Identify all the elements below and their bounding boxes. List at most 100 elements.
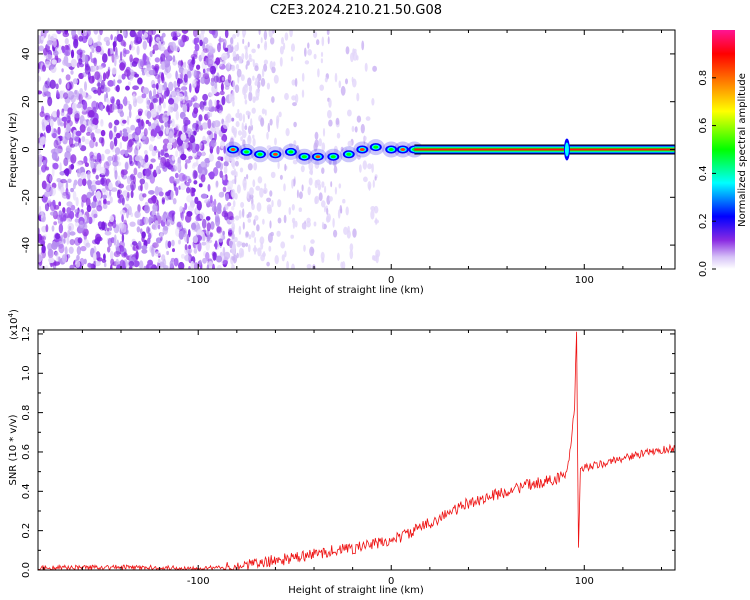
noise-blob — [321, 142, 326, 152]
noise-blob — [263, 59, 268, 65]
noise-blob — [154, 125, 161, 133]
noise-blob — [157, 224, 161, 230]
noise-blob — [152, 98, 159, 103]
noise-blob — [84, 81, 87, 92]
noise-blob — [230, 170, 236, 176]
noise-blob — [69, 264, 75, 269]
noise-blob — [306, 264, 312, 269]
snr-x-label: Height of straight line (km) — [288, 585, 424, 596]
noise-blob — [65, 188, 69, 196]
noise-blob — [292, 159, 298, 165]
noise-blob — [222, 120, 229, 130]
noise-blob — [160, 72, 165, 82]
noise-blob — [76, 167, 81, 178]
noise-blob — [117, 79, 122, 84]
noise-blob — [144, 204, 150, 214]
noise-blob — [40, 210, 44, 219]
noise-blob — [47, 77, 50, 87]
noise-blob — [112, 221, 117, 229]
noise-blob — [94, 260, 101, 267]
noise-blob — [236, 184, 241, 194]
noise-blob — [248, 111, 251, 116]
noise-blob — [347, 140, 353, 147]
noise-blob — [171, 212, 175, 222]
noise-blob — [194, 37, 200, 43]
noise-blob — [107, 48, 111, 57]
noise-blob — [132, 93, 136, 102]
noise-blob — [138, 260, 144, 269]
noise-blob — [63, 169, 70, 175]
noise-blob — [252, 134, 255, 139]
noise-blob — [343, 226, 348, 235]
noise-blob — [192, 152, 198, 159]
noise-blob — [254, 236, 257, 244]
noise-blob — [38, 75, 42, 82]
noise-blob — [314, 195, 320, 204]
colorbar-tick-label: 0.6 — [698, 118, 709, 134]
noise-blob — [372, 65, 377, 72]
noise-blob — [301, 89, 305, 98]
noise-blob — [272, 61, 276, 67]
noise-blob — [51, 126, 54, 134]
noise-blob — [269, 220, 272, 229]
noise-blob — [117, 189, 121, 199]
noise-blob — [211, 30, 216, 36]
noise-blob — [184, 162, 188, 170]
noise-blob — [367, 181, 372, 190]
noise-blob — [324, 185, 327, 194]
noise-blob — [314, 131, 319, 140]
noise-blob — [160, 236, 163, 241]
noise-blob — [101, 258, 107, 263]
y-tick-label: 0 — [21, 146, 32, 152]
noise-blob — [248, 91, 253, 102]
noise-blob — [237, 109, 240, 114]
noise-blob — [124, 203, 130, 209]
noise-blob — [126, 208, 129, 219]
noise-blob — [144, 154, 149, 163]
noise-blob — [373, 205, 379, 214]
noise-blob — [175, 150, 179, 158]
noise-blob — [76, 254, 80, 261]
noise-blob — [267, 122, 270, 133]
noise-blob — [232, 244, 235, 249]
noise-blob — [122, 119, 127, 124]
noise-blob — [122, 131, 129, 137]
noise-blob — [165, 126, 169, 135]
snr-x-ticks: -100 0 100 — [43, 330, 662, 587]
noise-blob — [340, 146, 344, 152]
noise-blob — [189, 135, 196, 144]
noise-blob — [289, 30, 293, 38]
noise-blob — [219, 170, 223, 178]
noise-blob — [248, 58, 253, 62]
noise-blob — [115, 258, 120, 267]
noise-blob — [202, 68, 206, 74]
noise-blob — [193, 80, 197, 87]
noise-blob — [72, 102, 77, 111]
noise-blob — [155, 83, 159, 90]
noise-blob — [321, 36, 325, 47]
noise-blob — [94, 128, 102, 134]
noise-blob — [40, 36, 45, 41]
noise-blob — [307, 49, 312, 56]
noise-blob — [126, 175, 131, 185]
noise-blob — [288, 207, 292, 215]
noise-blob — [62, 31, 70, 38]
noise-blob — [322, 127, 326, 137]
noise-blob — [371, 255, 376, 261]
noise-blob — [140, 159, 144, 166]
noise-blob — [126, 191, 130, 199]
noise-blob — [102, 203, 108, 209]
noise-blob — [52, 199, 56, 207]
noise-blob — [221, 52, 228, 61]
noise-blob — [188, 155, 193, 160]
noise-blob — [212, 263, 215, 269]
noise-blob — [63, 92, 69, 100]
noise-blob — [328, 196, 333, 202]
noise-blob — [84, 223, 88, 230]
noise-blob — [165, 240, 169, 250]
noise-blob — [151, 209, 156, 216]
noise-blob — [235, 152, 240, 160]
noise-blob — [166, 111, 171, 116]
noise-blob — [184, 234, 190, 243]
noise-blob — [60, 234, 64, 243]
